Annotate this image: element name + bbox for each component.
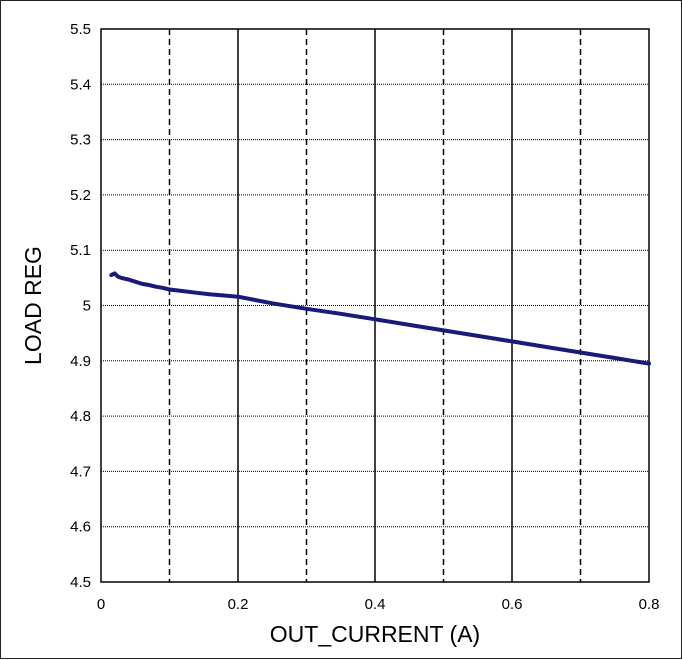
y-tick-label: 5	[83, 298, 91, 315]
y-tick-label: 4.6	[70, 519, 91, 536]
y-axis-title: LOAD REG	[20, 246, 46, 365]
x-tick-label: 0.2	[228, 596, 249, 613]
y-tick-label: 5.1	[70, 242, 91, 259]
x-tick-label: 0.6	[502, 596, 523, 613]
plot-area	[100, 28, 650, 583]
x-tick-label: 0.4	[365, 596, 386, 613]
y-tick-label: 5.2	[70, 187, 91, 204]
y-tick-label: 5.4	[70, 76, 91, 93]
y-tick-label: 4.8	[70, 408, 91, 425]
y-tick-label: 5.5	[70, 21, 91, 38]
x-axis-title: OUT_CURRENT (A)	[270, 621, 480, 647]
y-tick-label: 5.3	[70, 132, 91, 149]
x-tick-label: 0	[97, 596, 105, 613]
series-line	[109, 271, 651, 366]
y-tick-label: 4.9	[70, 353, 91, 370]
y-tick-label: 4.5	[70, 574, 91, 591]
y-tick-label: 4.7	[70, 463, 91, 480]
x-tick-label: 0.8	[639, 596, 660, 613]
